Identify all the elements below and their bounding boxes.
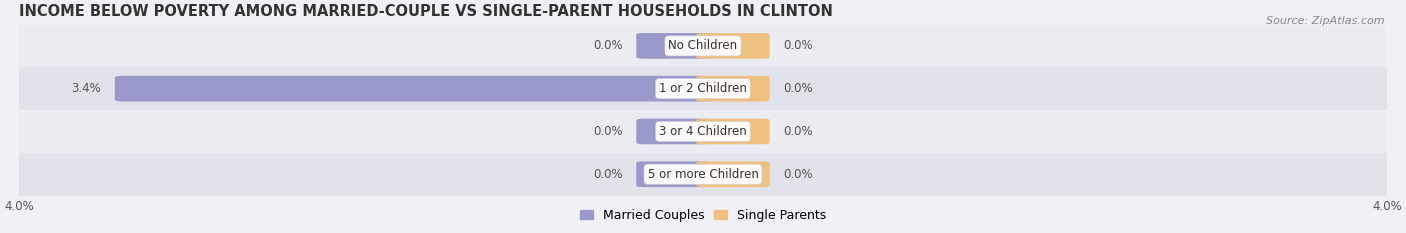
Text: INCOME BELOW POVERTY AMONG MARRIED-COUPLE VS SINGLE-PARENT HOUSEHOLDS IN CLINTON: INCOME BELOW POVERTY AMONG MARRIED-COUPL… [20,4,832,19]
FancyBboxPatch shape [696,161,769,187]
FancyBboxPatch shape [637,161,710,187]
Bar [20,110,1386,153]
FancyBboxPatch shape [637,33,710,59]
Text: 0.0%: 0.0% [783,168,813,181]
Text: 3.4%: 3.4% [72,82,101,95]
FancyBboxPatch shape [696,33,769,59]
FancyBboxPatch shape [696,76,769,102]
Bar [20,67,1386,110]
Text: 0.0%: 0.0% [593,125,623,138]
Text: 3 or 4 Children: 3 or 4 Children [659,125,747,138]
Text: 0.0%: 0.0% [783,125,813,138]
Text: 0.0%: 0.0% [593,168,623,181]
Text: No Children: No Children [668,39,738,52]
Text: Source: ZipAtlas.com: Source: ZipAtlas.com [1267,16,1385,26]
Text: 0.0%: 0.0% [783,82,813,95]
FancyBboxPatch shape [115,76,710,102]
Bar [20,153,1386,196]
Bar [20,24,1386,67]
FancyBboxPatch shape [696,119,769,144]
Text: 0.0%: 0.0% [783,39,813,52]
Text: 0.0%: 0.0% [593,39,623,52]
Legend: Married Couples, Single Parents: Married Couples, Single Parents [575,204,831,227]
FancyBboxPatch shape [637,119,710,144]
Text: 5 or more Children: 5 or more Children [648,168,758,181]
Text: 1 or 2 Children: 1 or 2 Children [659,82,747,95]
